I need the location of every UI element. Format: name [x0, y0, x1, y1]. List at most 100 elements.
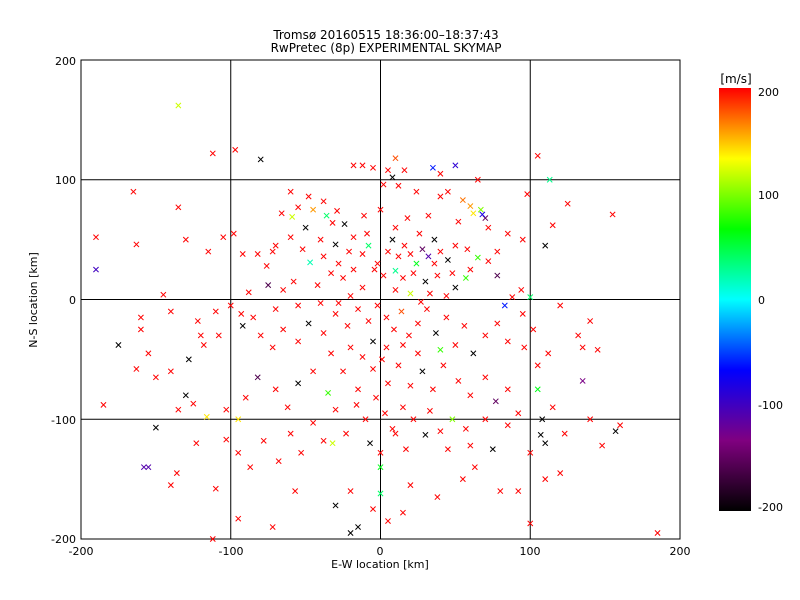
data-point	[515, 488, 522, 495]
data-point	[247, 464, 254, 471]
data-point	[437, 193, 444, 200]
data-point	[289, 213, 296, 220]
data-point	[328, 270, 335, 277]
data-point	[365, 242, 372, 249]
data-point	[235, 416, 242, 423]
y-tick-label: 200	[55, 55, 76, 68]
data-point	[534, 386, 541, 393]
data-point	[485, 258, 492, 265]
data-point	[280, 286, 287, 293]
data-point	[93, 266, 99, 273]
data-point	[100, 401, 107, 408]
data-point	[579, 377, 586, 384]
data-point	[385, 518, 391, 524]
data-point	[361, 212, 367, 219]
data-point	[152, 424, 159, 431]
data-point	[377, 464, 384, 471]
data-point	[370, 366, 376, 372]
data-point	[549, 404, 556, 411]
data-point	[263, 263, 270, 269]
data-point	[392, 430, 399, 437]
data-point	[332, 406, 339, 413]
data-point	[539, 416, 546, 423]
y-tick-label: 100	[55, 174, 76, 187]
data-point	[434, 494, 441, 501]
data-point	[325, 389, 332, 396]
data-point	[426, 290, 433, 297]
data-point	[504, 386, 511, 393]
data-point	[260, 437, 267, 444]
data-point	[444, 446, 451, 453]
data-point	[295, 204, 302, 211]
data-point	[546, 176, 553, 183]
data-point	[250, 314, 257, 321]
data-point	[347, 344, 354, 351]
colorbar-label: [m/s]	[720, 72, 751, 86]
data-point	[167, 368, 174, 375]
data-point	[494, 272, 501, 279]
data-point	[182, 236, 189, 243]
data-point	[370, 338, 376, 345]
data-point	[332, 502, 339, 509]
data-point	[542, 476, 549, 483]
data-point	[254, 374, 261, 381]
data-point	[175, 204, 182, 211]
data-point	[182, 392, 189, 399]
y-tick-label: -200	[51, 533, 76, 546]
data-point	[323, 212, 330, 219]
data-point	[205, 248, 212, 255]
data-point	[320, 253, 327, 260]
data-point	[452, 242, 459, 249]
plot-area	[80, 59, 681, 542]
data-point	[432, 330, 439, 336]
data-point	[389, 174, 396, 181]
data-point	[298, 449, 305, 456]
data-point	[414, 320, 421, 327]
data-point	[305, 320, 312, 327]
data-point	[377, 449, 384, 456]
data-point	[504, 422, 511, 429]
data-point	[401, 167, 408, 174]
y-axis: -200 -100 0 100 200 N-S location [km]	[27, 55, 76, 546]
data-point	[467, 392, 474, 399]
data-point	[389, 236, 396, 243]
data-point	[145, 464, 152, 471]
data-point	[269, 524, 276, 530]
data-point	[239, 251, 246, 257]
data-point	[185, 356, 192, 363]
data-point	[377, 490, 384, 497]
data-point	[594, 346, 601, 353]
data-point	[93, 234, 99, 241]
data-point	[265, 282, 272, 289]
data-point	[340, 368, 347, 375]
data-point	[272, 306, 279, 313]
data-point	[564, 200, 571, 207]
data-point	[537, 431, 544, 438]
data-point	[280, 326, 287, 333]
data-point	[383, 344, 390, 351]
data-point	[434, 272, 441, 279]
data-point	[467, 266, 474, 273]
data-point	[416, 230, 423, 237]
data-point	[609, 211, 616, 218]
data-point	[332, 241, 339, 248]
data-point	[385, 167, 391, 174]
data-point	[482, 374, 489, 381]
data-point	[542, 242, 549, 249]
data-point	[305, 193, 312, 200]
data-point	[379, 356, 385, 363]
data-point	[474, 254, 481, 261]
data-point	[278, 210, 285, 217]
data-point	[389, 425, 396, 432]
data-point	[462, 274, 469, 281]
data-point	[167, 482, 174, 489]
data-point	[422, 278, 429, 285]
data-point	[407, 251, 414, 257]
data-point	[452, 162, 459, 169]
data-point	[518, 286, 525, 293]
data-point	[383, 314, 390, 321]
x-tick-label: -200	[69, 545, 94, 558]
data-point	[377, 206, 384, 213]
data-point	[194, 318, 201, 325]
data-point	[350, 162, 357, 169]
